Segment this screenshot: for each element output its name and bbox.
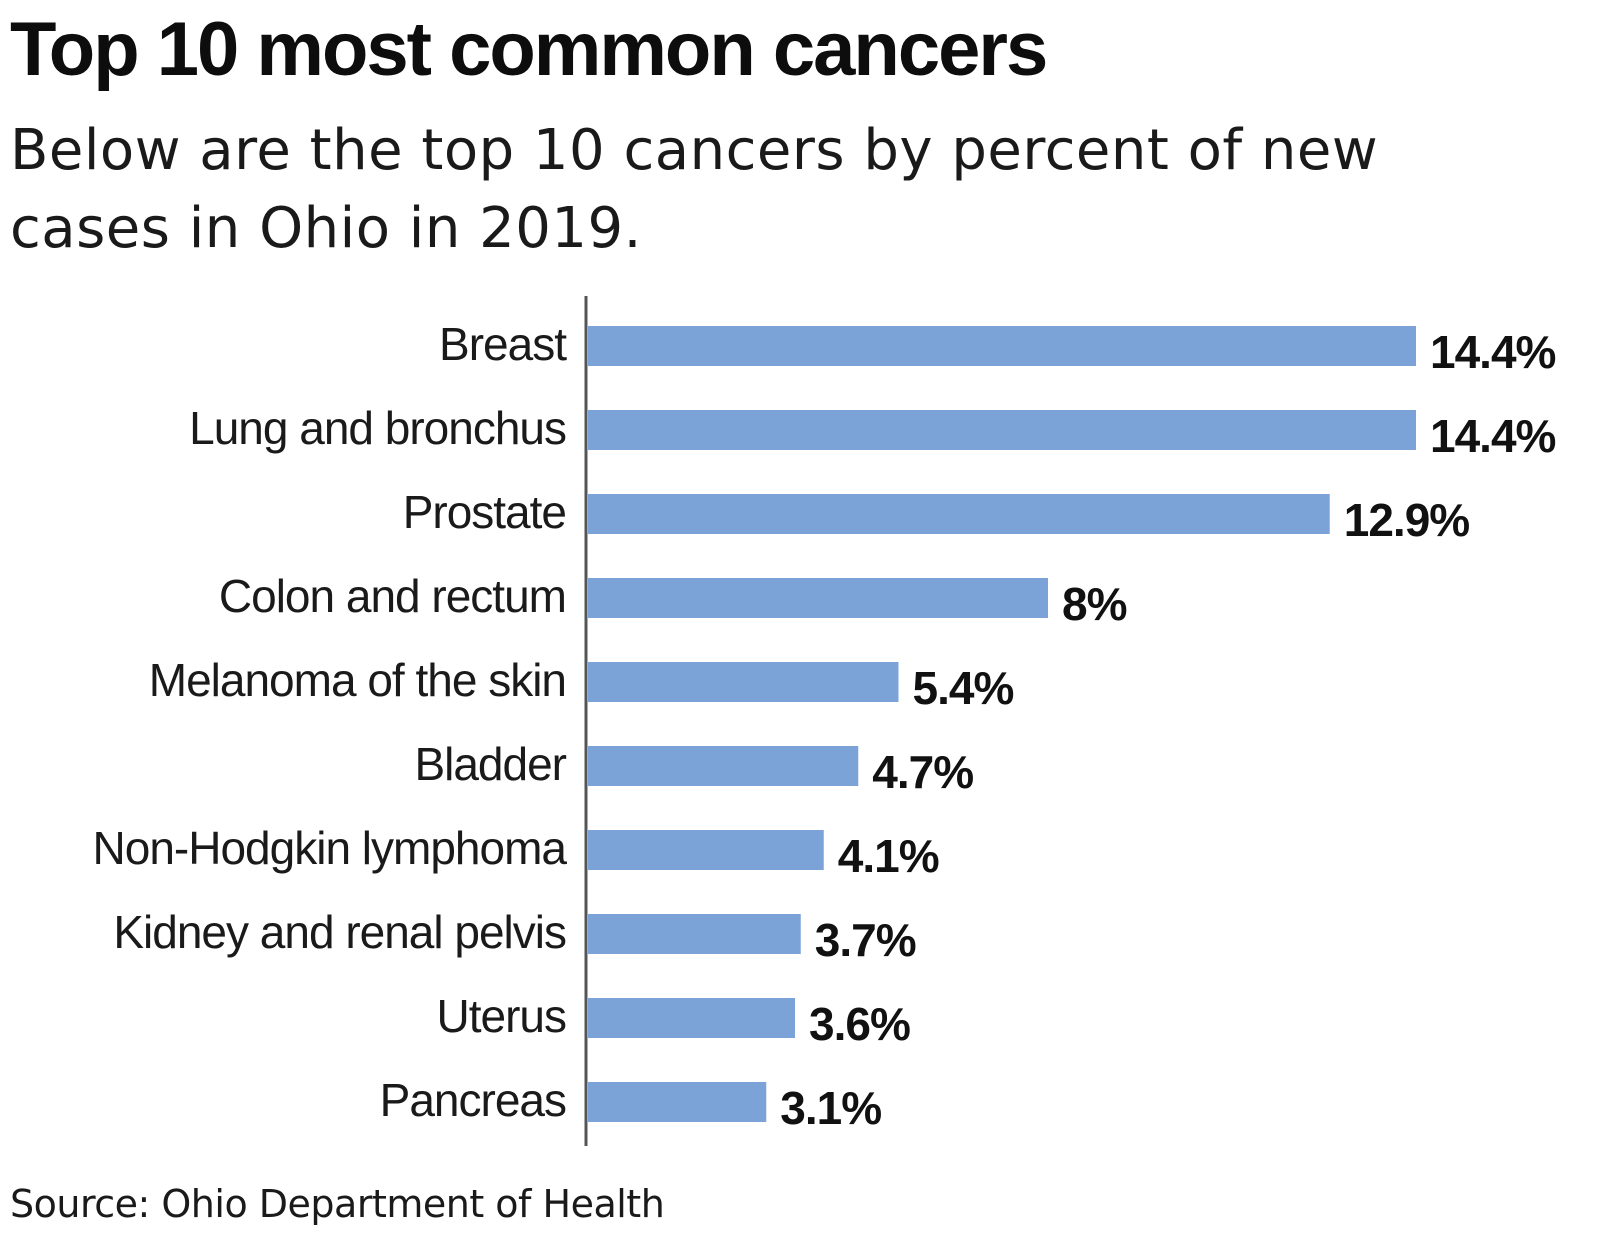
bar-row: Pancreas 3.1% bbox=[380, 1074, 883, 1134]
value-label: 12.9% bbox=[1344, 494, 1470, 546]
category-label: Lung and bronchus bbox=[189, 402, 566, 454]
category-label: Breast bbox=[439, 318, 567, 370]
chart-title: Top 10 most common cancers bbox=[10, 7, 1048, 92]
category-label: Uterus bbox=[437, 990, 566, 1042]
bar bbox=[588, 662, 899, 702]
value-label: 5.4% bbox=[913, 662, 1014, 714]
category-label: Kidney and renal pelvis bbox=[113, 906, 566, 958]
value-label: 4.1% bbox=[838, 830, 939, 882]
bar bbox=[588, 410, 1416, 450]
bar bbox=[588, 830, 824, 870]
source-note: Source: Ohio Department of Health bbox=[10, 1182, 665, 1226]
value-label: 8% bbox=[1062, 578, 1127, 630]
bar bbox=[588, 998, 795, 1038]
category-label: Non-Hodgkin lymphoma bbox=[93, 822, 568, 874]
chart-subtitle: Below are the top 10 cancers by percent … bbox=[10, 118, 1379, 261]
bar-row: Melanoma of the skin 5.4% bbox=[149, 654, 1015, 714]
value-label: 4.7% bbox=[872, 746, 973, 798]
value-label: 3.7% bbox=[815, 914, 916, 966]
value-label: 3.6% bbox=[809, 998, 910, 1050]
category-label: Melanoma of the skin bbox=[149, 654, 566, 706]
bar-row: Breast 14.4% bbox=[439, 318, 1556, 378]
bar bbox=[588, 494, 1330, 534]
value-label: 14.4% bbox=[1430, 410, 1556, 462]
bar bbox=[588, 1082, 767, 1122]
bar-row: Non-Hodgkin lymphoma 4.1% bbox=[93, 822, 940, 882]
bar-row: Lung and bronchus 14.4% bbox=[189, 402, 1556, 462]
bar-row: Bladder 4.7% bbox=[414, 738, 974, 798]
bar bbox=[588, 326, 1416, 366]
bar-row: Uterus 3.6% bbox=[437, 990, 911, 1050]
bar bbox=[588, 746, 859, 786]
value-label: 14.4% bbox=[1430, 326, 1556, 378]
bar-row: Kidney and renal pelvis 3.7% bbox=[113, 906, 916, 966]
bar-row: Prostate 12.9% bbox=[403, 486, 1471, 546]
bars-layer: Breast 14.4% Lung and bronchus 14.4% Prostat… bbox=[93, 318, 1557, 1134]
category-label: Prostate bbox=[403, 486, 566, 538]
bar bbox=[588, 578, 1048, 618]
category-label: Pancreas bbox=[380, 1074, 566, 1126]
bar bbox=[588, 914, 801, 954]
value-label: 3.1% bbox=[780, 1082, 881, 1134]
category-label: Bladder bbox=[414, 738, 566, 790]
bar-row: Colon and rectum 8% bbox=[219, 570, 1128, 630]
category-label: Colon and rectum bbox=[219, 570, 566, 622]
